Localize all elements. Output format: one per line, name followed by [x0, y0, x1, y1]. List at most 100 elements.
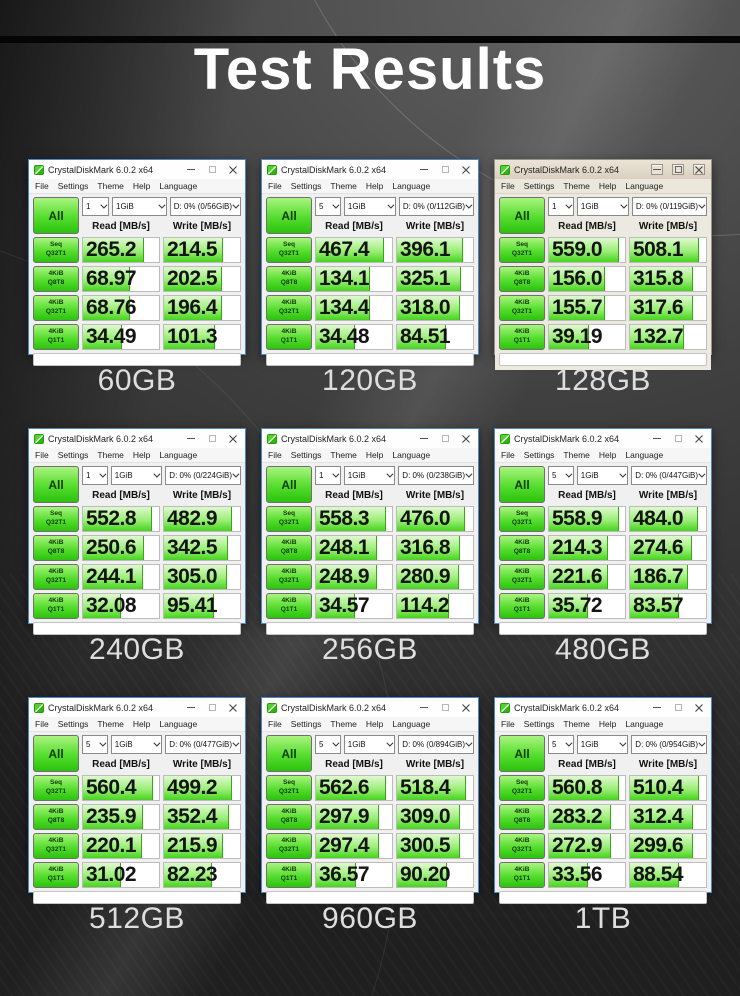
menu-item-language[interactable]: Language [625, 719, 664, 729]
target-drive-select[interactable]: D: 0% (0/447GiB) [631, 466, 707, 485]
minimize-button[interactable] [185, 702, 197, 713]
4kib-q1t1-button[interactable]: 4KiB Q1T1 [33, 324, 79, 350]
menu-item-settings[interactable]: Settings [57, 450, 89, 460]
menu-item-settings[interactable]: Settings [523, 181, 555, 191]
all-test-button[interactable]: All [266, 735, 312, 772]
menu-item-language[interactable]: Language [392, 719, 431, 729]
4kib-q32t1-button[interactable]: 4KiB Q32T1 [499, 295, 545, 321]
menu-item-settings[interactable]: Settings [523, 450, 555, 460]
menu-item-language[interactable]: Language [392, 181, 431, 191]
seq-q32t1-button[interactable]: Seq Q32T1 [499, 775, 545, 801]
maximize-button[interactable] [672, 702, 684, 713]
4kib-q1t1-button[interactable]: 4KiB Q1T1 [266, 862, 312, 888]
4kib-q32t1-button[interactable]: 4KiB Q32T1 [33, 833, 79, 859]
maximize-button[interactable] [206, 433, 218, 444]
menu-item-theme[interactable]: Theme [97, 719, 124, 729]
menu-item-language[interactable]: Language [625, 181, 664, 191]
4kib-q8t8-button[interactable]: 4KiB Q8T8 [33, 266, 79, 292]
window-titlebar[interactable]: CrystalDiskMark 6.0.2 x64 [495, 429, 711, 448]
menu-item-help[interactable]: Help [365, 450, 384, 460]
all-test-button[interactable]: All [499, 735, 545, 772]
target-drive-select[interactable]: D: 0% (0/954GiB) [631, 735, 707, 754]
minimize-button[interactable] [418, 433, 430, 444]
window-titlebar[interactable]: CrystalDiskMark 6.0.2 x64 [29, 698, 245, 717]
target-drive-select[interactable]: D: 0% (0/224GiB) [165, 466, 241, 485]
window-titlebar[interactable]: CrystalDiskMark 6.0.2 x64 [262, 429, 478, 448]
4kib-q32t1-button[interactable]: 4KiB Q32T1 [266, 295, 312, 321]
4kib-q8t8-button[interactable]: 4KiB Q8T8 [499, 804, 545, 830]
4kib-q8t8-button[interactable]: 4KiB Q8T8 [266, 535, 312, 561]
menu-item-settings[interactable]: Settings [57, 719, 89, 729]
menu-item-help[interactable]: Help [598, 719, 617, 729]
all-test-button[interactable]: All [33, 466, 79, 503]
all-test-button[interactable]: All [499, 197, 545, 234]
close-button[interactable] [227, 164, 239, 175]
menu-item-help[interactable]: Help [598, 181, 617, 191]
minimize-button[interactable] [651, 164, 663, 175]
4kib-q1t1-button[interactable]: 4KiB Q1T1 [33, 593, 79, 619]
4kib-q1t1-button[interactable]: 4KiB Q1T1 [499, 324, 545, 350]
all-test-button[interactable]: All [499, 466, 545, 503]
test-count-select[interactable]: 1 [315, 466, 341, 485]
target-drive-select[interactable]: D: 0% (0/56GiB) [169, 197, 241, 216]
menu-item-help[interactable]: Help [132, 181, 151, 191]
menu-item-language[interactable]: Language [159, 450, 198, 460]
seq-q32t1-button[interactable]: Seq Q32T1 [266, 506, 312, 532]
menu-item-help[interactable]: Help [365, 719, 384, 729]
seq-q32t1-button[interactable]: Seq Q32T1 [33, 237, 79, 263]
seq-q32t1-button[interactable]: Seq Q32T1 [33, 775, 79, 801]
4kib-q1t1-button[interactable]: 4KiB Q1T1 [266, 593, 312, 619]
minimize-button[interactable] [185, 433, 197, 444]
test-count-select[interactable]: 1 [82, 466, 108, 485]
menu-item-settings[interactable]: Settings [290, 181, 322, 191]
menu-item-file[interactable]: File [35, 450, 49, 460]
test-count-select[interactable]: 5 [315, 197, 341, 216]
test-size-select[interactable]: 1GiB [576, 197, 629, 216]
menu-item-theme[interactable]: Theme [97, 450, 124, 460]
menu-item-file[interactable]: File [268, 450, 282, 460]
menu-item-language[interactable]: Language [625, 450, 664, 460]
seq-q32t1-button[interactable]: Seq Q32T1 [266, 237, 312, 263]
menu-item-theme[interactable]: Theme [563, 450, 590, 460]
4kib-q8t8-button[interactable]: 4KiB Q8T8 [499, 535, 545, 561]
maximize-button[interactable] [672, 433, 684, 444]
target-drive-select[interactable]: D: 0% (0/894GiB) [398, 735, 474, 754]
minimize-button[interactable] [418, 702, 430, 713]
menu-item-theme[interactable]: Theme [330, 719, 357, 729]
menu-item-theme[interactable]: Theme [563, 181, 590, 191]
close-button[interactable] [460, 164, 472, 175]
target-drive-select[interactable]: D: 0% (0/477GiB) [165, 735, 241, 754]
menu-item-help[interactable]: Help [365, 181, 384, 191]
4kib-q8t8-button[interactable]: 4KiB Q8T8 [499, 266, 545, 292]
menu-item-settings[interactable]: Settings [57, 181, 89, 191]
test-size-select[interactable]: 1GiB [343, 197, 396, 216]
4kib-q32t1-button[interactable]: 4KiB Q32T1 [266, 564, 312, 590]
4kib-q8t8-button[interactable]: 4KiB Q8T8 [266, 804, 312, 830]
seq-q32t1-button[interactable]: Seq Q32T1 [266, 775, 312, 801]
test-size-select[interactable]: 1GiB [110, 735, 163, 754]
window-titlebar[interactable]: CrystalDiskMark 6.0.2 x64 [29, 160, 245, 179]
close-button[interactable] [460, 433, 472, 444]
4kib-q32t1-button[interactable]: 4KiB Q32T1 [499, 833, 545, 859]
test-size-select[interactable]: 1GiB [110, 466, 163, 485]
window-titlebar[interactable]: CrystalDiskMark 6.0.2 x64 [495, 698, 711, 717]
menu-item-language[interactable]: Language [159, 719, 198, 729]
all-test-button[interactable]: All [33, 197, 79, 234]
minimize-button[interactable] [418, 164, 430, 175]
target-drive-select[interactable]: D: 0% (0/119GiB) [631, 197, 707, 216]
4kib-q8t8-button[interactable]: 4KiB Q8T8 [33, 804, 79, 830]
menu-item-settings[interactable]: Settings [523, 719, 555, 729]
menu-item-theme[interactable]: Theme [330, 450, 357, 460]
seq-q32t1-button[interactable]: Seq Q32T1 [499, 506, 545, 532]
menu-item-help[interactable]: Help [132, 719, 151, 729]
menu-item-file[interactable]: File [35, 719, 49, 729]
window-titlebar[interactable]: CrystalDiskMark 6.0.2 x64 [495, 160, 711, 179]
menu-item-file[interactable]: File [35, 181, 49, 191]
close-button[interactable] [227, 702, 239, 713]
window-titlebar[interactable]: CrystalDiskMark 6.0.2 x64 [262, 160, 478, 179]
4kib-q1t1-button[interactable]: 4KiB Q1T1 [499, 593, 545, 619]
menu-item-file[interactable]: File [268, 181, 282, 191]
close-button[interactable] [460, 702, 472, 713]
menu-item-theme[interactable]: Theme [97, 181, 124, 191]
seq-q32t1-button[interactable]: Seq Q32T1 [499, 237, 545, 263]
